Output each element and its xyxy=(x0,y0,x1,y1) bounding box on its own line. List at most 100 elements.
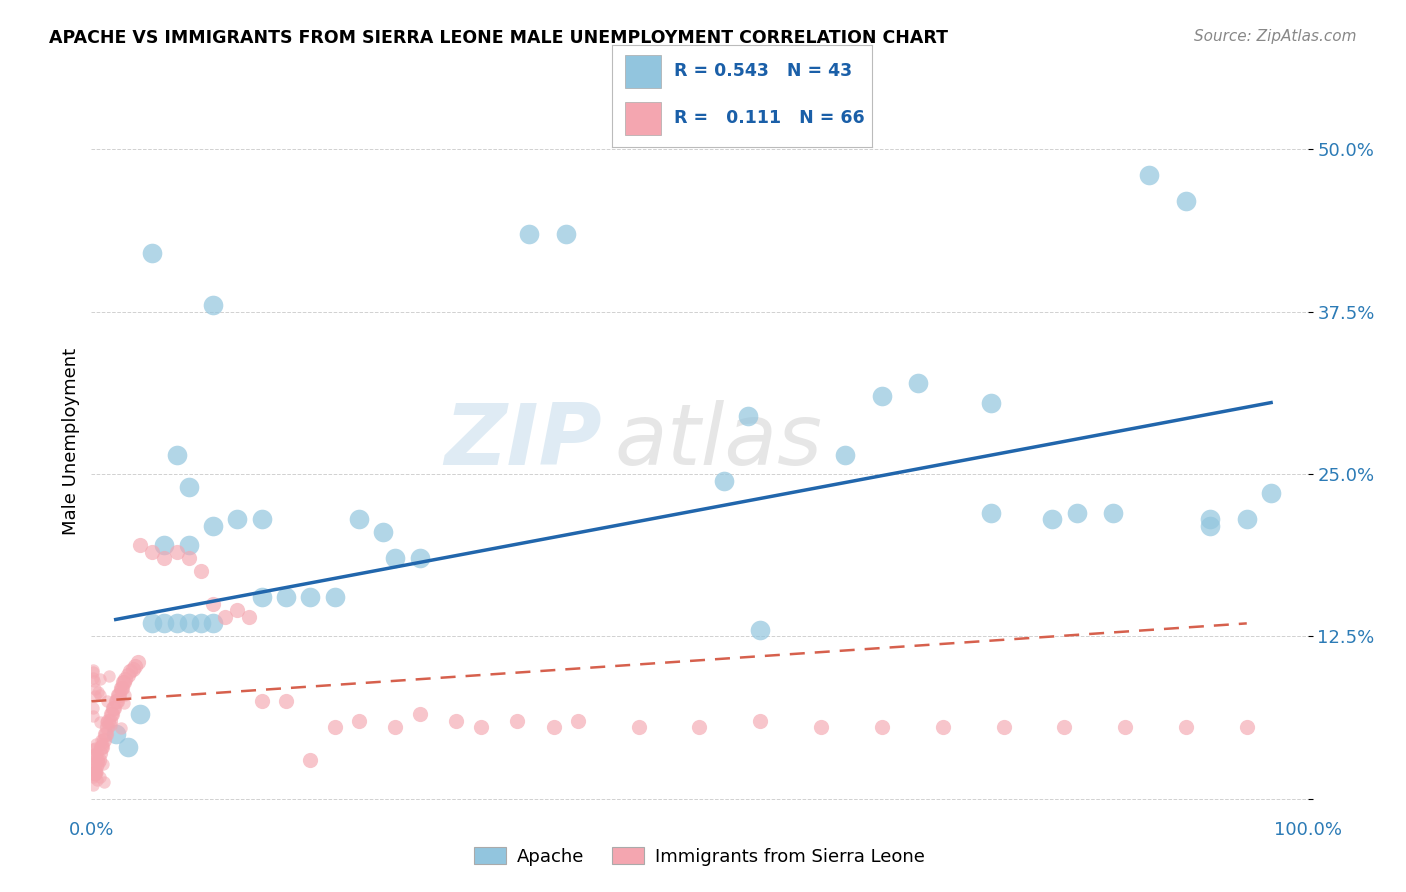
Point xyxy=(110,721,132,735)
Point xyxy=(1139,168,1161,182)
Point xyxy=(112,674,135,689)
Point xyxy=(91,739,114,754)
Point xyxy=(120,665,142,679)
Point xyxy=(104,727,127,741)
Point xyxy=(1175,720,1198,734)
Point xyxy=(86,746,108,760)
Point xyxy=(86,765,108,780)
Point xyxy=(103,701,125,715)
Point xyxy=(121,662,143,676)
Point xyxy=(299,591,322,605)
Point xyxy=(226,603,249,617)
Point xyxy=(1199,512,1222,526)
FancyBboxPatch shape xyxy=(624,55,661,87)
Point xyxy=(107,688,129,702)
Point xyxy=(1040,512,1063,526)
Point xyxy=(627,720,650,734)
Legend: Apache, Immigrants from Sierra Leone: Apache, Immigrants from Sierra Leone xyxy=(467,839,932,873)
Point xyxy=(82,748,104,763)
Point xyxy=(127,656,149,670)
Point xyxy=(82,701,104,715)
Point xyxy=(94,727,117,741)
Point xyxy=(713,474,735,488)
Text: ZIP: ZIP xyxy=(444,400,602,483)
Point xyxy=(96,720,118,734)
Point xyxy=(93,774,115,789)
Point xyxy=(112,696,135,710)
Point xyxy=(347,714,370,728)
Point xyxy=(129,707,152,722)
Point xyxy=(111,674,134,689)
Point xyxy=(114,672,136,686)
Point xyxy=(153,616,176,631)
Point xyxy=(97,714,120,728)
Point xyxy=(1236,512,1258,526)
Point xyxy=(250,512,273,526)
Point xyxy=(97,669,120,683)
Point xyxy=(202,519,225,533)
Point xyxy=(98,714,121,728)
Point xyxy=(177,538,200,552)
Point xyxy=(103,701,125,715)
Point xyxy=(87,753,110,767)
Point xyxy=(93,757,115,772)
Point xyxy=(82,747,104,761)
Point xyxy=(141,545,163,559)
Point xyxy=(177,480,200,494)
Point xyxy=(100,718,122,732)
Point xyxy=(110,681,132,696)
Point xyxy=(84,737,107,751)
Point xyxy=(82,665,104,680)
Point xyxy=(177,616,200,631)
Point xyxy=(177,551,200,566)
Point xyxy=(166,545,188,559)
Point xyxy=(517,227,540,241)
Point xyxy=(82,770,104,784)
Point xyxy=(1260,486,1282,500)
Point xyxy=(749,623,772,637)
Point xyxy=(1175,194,1198,209)
Point xyxy=(274,694,297,708)
Point xyxy=(907,376,929,390)
Point xyxy=(110,683,132,698)
Point xyxy=(153,551,176,566)
Point xyxy=(129,538,152,552)
Point xyxy=(124,659,146,673)
Point xyxy=(82,671,104,685)
Point xyxy=(834,448,856,462)
Point xyxy=(384,720,406,734)
Point xyxy=(993,720,1015,734)
Point xyxy=(84,689,107,703)
Point xyxy=(1053,720,1076,734)
Point xyxy=(83,674,105,689)
Point xyxy=(89,689,111,703)
Point xyxy=(87,756,110,770)
Point xyxy=(101,707,124,722)
Point xyxy=(141,616,163,631)
Point xyxy=(86,753,108,767)
Point xyxy=(373,525,395,540)
Point xyxy=(444,714,467,728)
Point xyxy=(810,720,832,734)
Point xyxy=(111,681,134,696)
Point xyxy=(506,714,529,728)
Point xyxy=(323,720,346,734)
Point xyxy=(870,389,893,403)
Point xyxy=(1236,720,1258,734)
Point xyxy=(238,610,260,624)
Point xyxy=(1102,506,1125,520)
Point xyxy=(554,227,576,241)
Point xyxy=(870,720,893,734)
Point xyxy=(89,746,111,760)
Point xyxy=(323,591,346,605)
Point xyxy=(96,693,118,707)
Point xyxy=(89,673,111,687)
Point xyxy=(543,720,565,734)
Point xyxy=(141,246,163,260)
Point xyxy=(384,551,406,566)
Y-axis label: Male Unemployment: Male Unemployment xyxy=(62,348,80,535)
Point xyxy=(93,733,115,747)
Point xyxy=(1114,720,1136,734)
Point xyxy=(980,506,1002,520)
Point xyxy=(90,733,112,747)
